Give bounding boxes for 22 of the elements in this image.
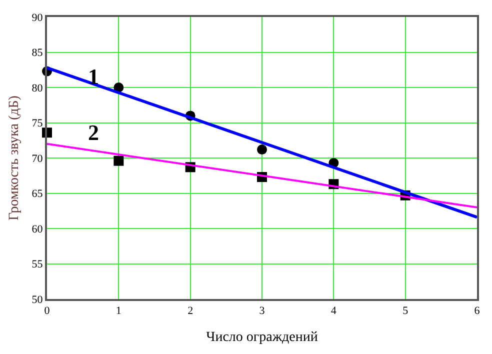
annotation: 1: [88, 64, 99, 89]
y-tick-label: 80: [32, 82, 44, 94]
y-tick-label: 50: [32, 294, 44, 306]
x-tick-label: 2: [188, 305, 194, 318]
y-tick-label: 90: [32, 12, 44, 24]
y-tick-label: 75: [32, 118, 44, 130]
x-tick-label: 1: [116, 305, 122, 318]
y-tick-label: 70: [32, 152, 44, 165]
y-tick-label: 85: [32, 47, 44, 60]
x-tick-label: 3: [259, 305, 266, 318]
x-tick-label: 0: [44, 305, 50, 318]
x-tick-label: 4: [330, 305, 337, 318]
x-axis-title: Число ограждений: [206, 330, 318, 345]
point: [257, 144, 267, 155]
x-tick-label: 6: [474, 305, 480, 318]
x-tick-label: 5: [402, 305, 409, 318]
y-tick-label: 55: [32, 258, 44, 271]
annotation: 2: [88, 120, 99, 145]
y-tick-label: 60: [32, 223, 44, 236]
y-tick-label: 65: [32, 188, 44, 200]
point: [114, 156, 124, 166]
y-axis-title: Громкость звука (дБ): [6, 95, 22, 220]
